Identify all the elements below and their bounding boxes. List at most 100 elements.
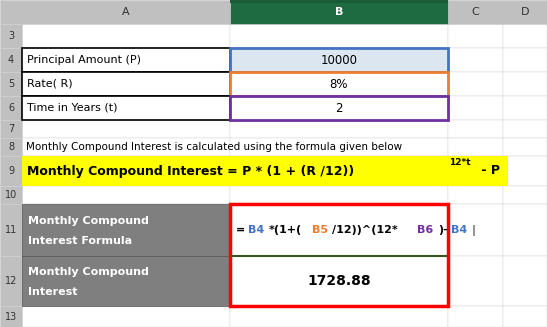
Bar	[230, 96, 448, 120]
Bar	[230, 186, 448, 204]
Bar	[0, 48, 22, 72]
Bar	[230, 138, 448, 156]
Text: 7: 7	[8, 124, 14, 134]
Text: )-: )-	[438, 225, 448, 235]
Bar	[503, 256, 547, 306]
Bar	[230, 48, 448, 72]
Bar	[230, 204, 448, 256]
Bar	[448, 96, 503, 120]
Text: 9: 9	[8, 166, 14, 176]
Bar	[0, 204, 22, 256]
Bar	[503, 156, 547, 186]
Bar	[230, 120, 448, 138]
Bar	[503, 138, 547, 156]
Text: 1728.88: 1728.88	[307, 274, 371, 288]
Bar	[503, 48, 547, 72]
Text: B5: B5	[312, 225, 328, 235]
Bar	[448, 120, 503, 138]
Text: 13: 13	[5, 312, 17, 321]
Bar	[22, 48, 230, 72]
Bar	[503, 306, 547, 327]
Bar	[503, 24, 547, 48]
Text: B: B	[335, 7, 343, 17]
Bar	[448, 138, 503, 156]
Bar	[230, 48, 448, 72]
Bar	[448, 306, 503, 327]
Text: 10000: 10000	[321, 54, 358, 66]
Bar	[448, 256, 503, 306]
Text: Interest: Interest	[28, 287, 78, 297]
Text: Time in Years (t): Time in Years (t)	[27, 103, 118, 113]
Bar	[230, 0, 448, 3]
Bar	[230, 72, 448, 96]
Bar	[22, 186, 230, 204]
Text: Monthly Compound Interest = P * (1 + (R /12)): Monthly Compound Interest = P * (1 + (R …	[27, 164, 354, 178]
Bar	[0, 24, 22, 48]
Text: A: A	[122, 7, 130, 17]
Bar	[503, 120, 547, 138]
Bar	[230, 306, 448, 327]
Bar	[503, 96, 547, 120]
Bar	[0, 306, 22, 327]
Bar	[503, 204, 547, 256]
Text: - P: - P	[477, 164, 500, 178]
Bar	[0, 72, 22, 96]
Text: Monthly Compound Interest is calculated using the formula given below: Monthly Compound Interest is calculated …	[26, 142, 402, 152]
Text: Principal Amount (P): Principal Amount (P)	[27, 55, 141, 65]
Text: Monthly Compound: Monthly Compound	[28, 215, 149, 226]
Bar	[22, 24, 230, 48]
Bar	[22, 138, 230, 156]
Bar	[22, 156, 230, 186]
Bar	[230, 24, 448, 48]
Text: 10: 10	[5, 190, 17, 200]
Bar	[448, 156, 503, 186]
Text: 8: 8	[8, 142, 14, 152]
Bar	[0, 156, 22, 186]
Bar	[22, 256, 230, 306]
Bar	[230, 256, 448, 306]
Bar	[448, 24, 503, 48]
Bar	[230, 96, 448, 120]
Bar	[22, 156, 508, 186]
Text: Interest Formula: Interest Formula	[28, 236, 132, 247]
Bar	[22, 96, 230, 120]
Text: *(1+(: *(1+(	[269, 225, 302, 235]
Bar	[230, 156, 448, 186]
Bar	[448, 186, 503, 204]
Text: |: |	[472, 225, 476, 235]
Bar	[448, 204, 503, 256]
Bar	[0, 96, 22, 120]
Text: =: =	[236, 225, 245, 235]
Bar	[22, 72, 230, 96]
Bar	[230, 72, 448, 96]
Bar	[0, 138, 22, 156]
Text: 8%: 8%	[330, 77, 348, 91]
Text: 12*t: 12*t	[449, 158, 471, 167]
Text: B6: B6	[417, 225, 433, 235]
Bar	[503, 72, 547, 96]
Bar	[22, 204, 230, 256]
Text: C: C	[472, 7, 479, 17]
Text: B4: B4	[451, 225, 467, 235]
Bar	[0, 256, 22, 306]
Text: 11: 11	[5, 225, 17, 235]
Bar	[0, 120, 22, 138]
Text: Rate( R): Rate( R)	[27, 79, 73, 89]
Bar	[448, 72, 503, 96]
Bar	[22, 72, 230, 96]
Text: 6: 6	[8, 103, 14, 113]
Bar	[22, 306, 230, 327]
Text: 12: 12	[5, 276, 17, 286]
Bar	[0, 0, 547, 24]
Bar	[448, 48, 503, 72]
Bar	[0, 186, 22, 204]
Text: D: D	[521, 7, 529, 17]
Text: 3: 3	[8, 31, 14, 41]
Text: 4: 4	[8, 55, 14, 65]
Bar	[230, 0, 448, 24]
Bar	[22, 256, 230, 306]
Bar	[22, 204, 230, 256]
Text: B4: B4	[248, 225, 264, 235]
Text: Monthly Compound: Monthly Compound	[28, 267, 149, 277]
Bar	[22, 96, 230, 120]
